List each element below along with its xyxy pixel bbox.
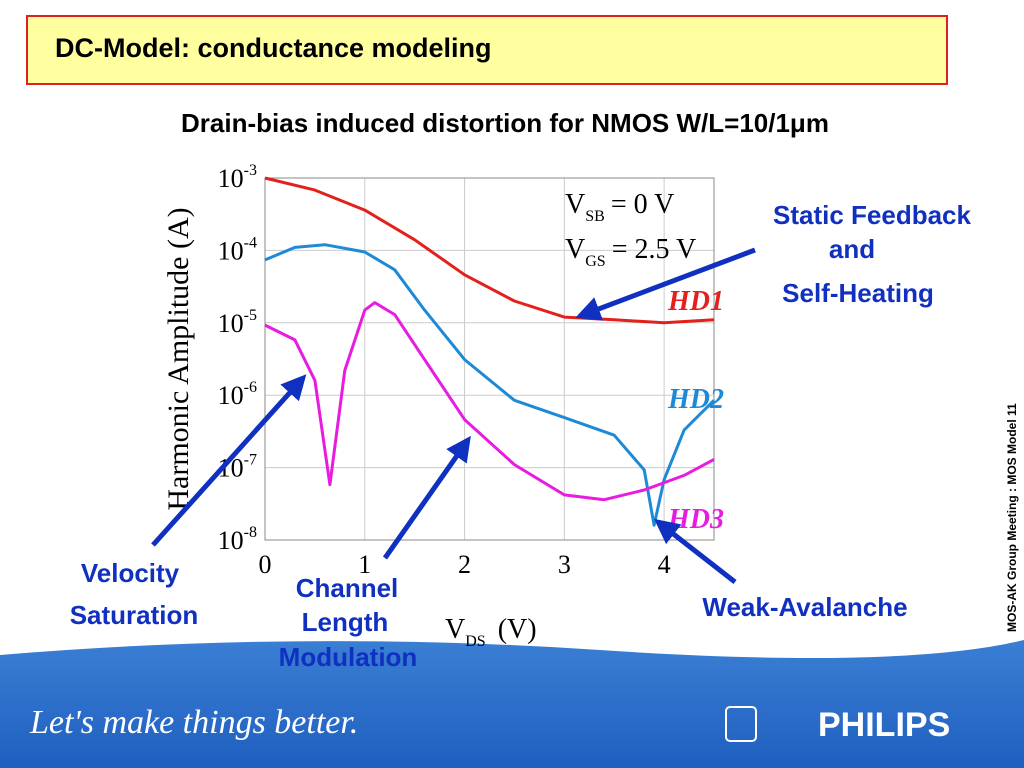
label-part: (V) [498, 614, 537, 645]
legend-label: HD2 [667, 384, 724, 415]
header-box [26, 15, 948, 85]
arrow [151, 374, 307, 547]
callout: Velocity [81, 558, 180, 588]
callout: Static Feedback [773, 200, 972, 230]
x-axis-label: VDS (V) [445, 614, 537, 650]
subtitle: Drain-bias induced distortion for NMOS W… [181, 108, 829, 138]
label-part: = 2.5 V [612, 234, 697, 265]
label-part: GS [585, 253, 605, 270]
label-part: = 0 V [611, 189, 675, 220]
y-tick-label: 10-8 [218, 524, 257, 555]
y-tick-label: 10-6 [218, 379, 257, 410]
callout: Self-Heating [782, 278, 934, 308]
label-part: V [565, 189, 585, 220]
series-line [264, 301, 715, 502]
arrow [382, 435, 471, 560]
label-part: SB [585, 208, 605, 225]
label-part: V [565, 234, 585, 265]
legend-label: HD1 [667, 286, 724, 317]
callout: Saturation [70, 600, 199, 630]
callout: Weak-Avalanche [702, 592, 907, 622]
label-part: DS [465, 633, 485, 650]
x-tick-label: 1 [358, 550, 371, 579]
y-axis-label: Harmonic Amplitude (A) [162, 207, 195, 510]
series-line [264, 243, 716, 527]
slogan: Let's make things better. [29, 704, 358, 741]
arrow [575, 247, 756, 321]
callout: and [829, 234, 875, 264]
philips-shield [725, 706, 757, 742]
callout: Channel [296, 573, 399, 603]
brand: PHILIPS [818, 706, 950, 744]
footer-band [0, 640, 1024, 768]
y-tick-label: 10-4 [218, 234, 257, 265]
condition: VGS = 2.5 V [565, 234, 696, 270]
x-tick-label: 3 [558, 550, 571, 579]
arrow [654, 518, 737, 584]
header: DC-Model: conductance modeling [55, 33, 492, 63]
condition: VSB = 0 V [565, 189, 674, 225]
y-tick-label: 10-3 [218, 162, 257, 193]
callout: Modulation [279, 642, 418, 672]
callout: Length [302, 607, 389, 637]
side-note: MOS-AK Group Meeting : MOS Model 11 [1005, 403, 1019, 632]
x-tick-label: 4 [658, 550, 671, 579]
x-tick-label: 0 [259, 550, 272, 579]
label-part: V [445, 614, 465, 645]
series-line [264, 176, 715, 325]
x-tick-label: 2 [458, 550, 471, 579]
legend-label: HD3 [667, 504, 724, 535]
plot-frame [264, 177, 715, 541]
y-tick-label: 10-5 [218, 307, 257, 338]
